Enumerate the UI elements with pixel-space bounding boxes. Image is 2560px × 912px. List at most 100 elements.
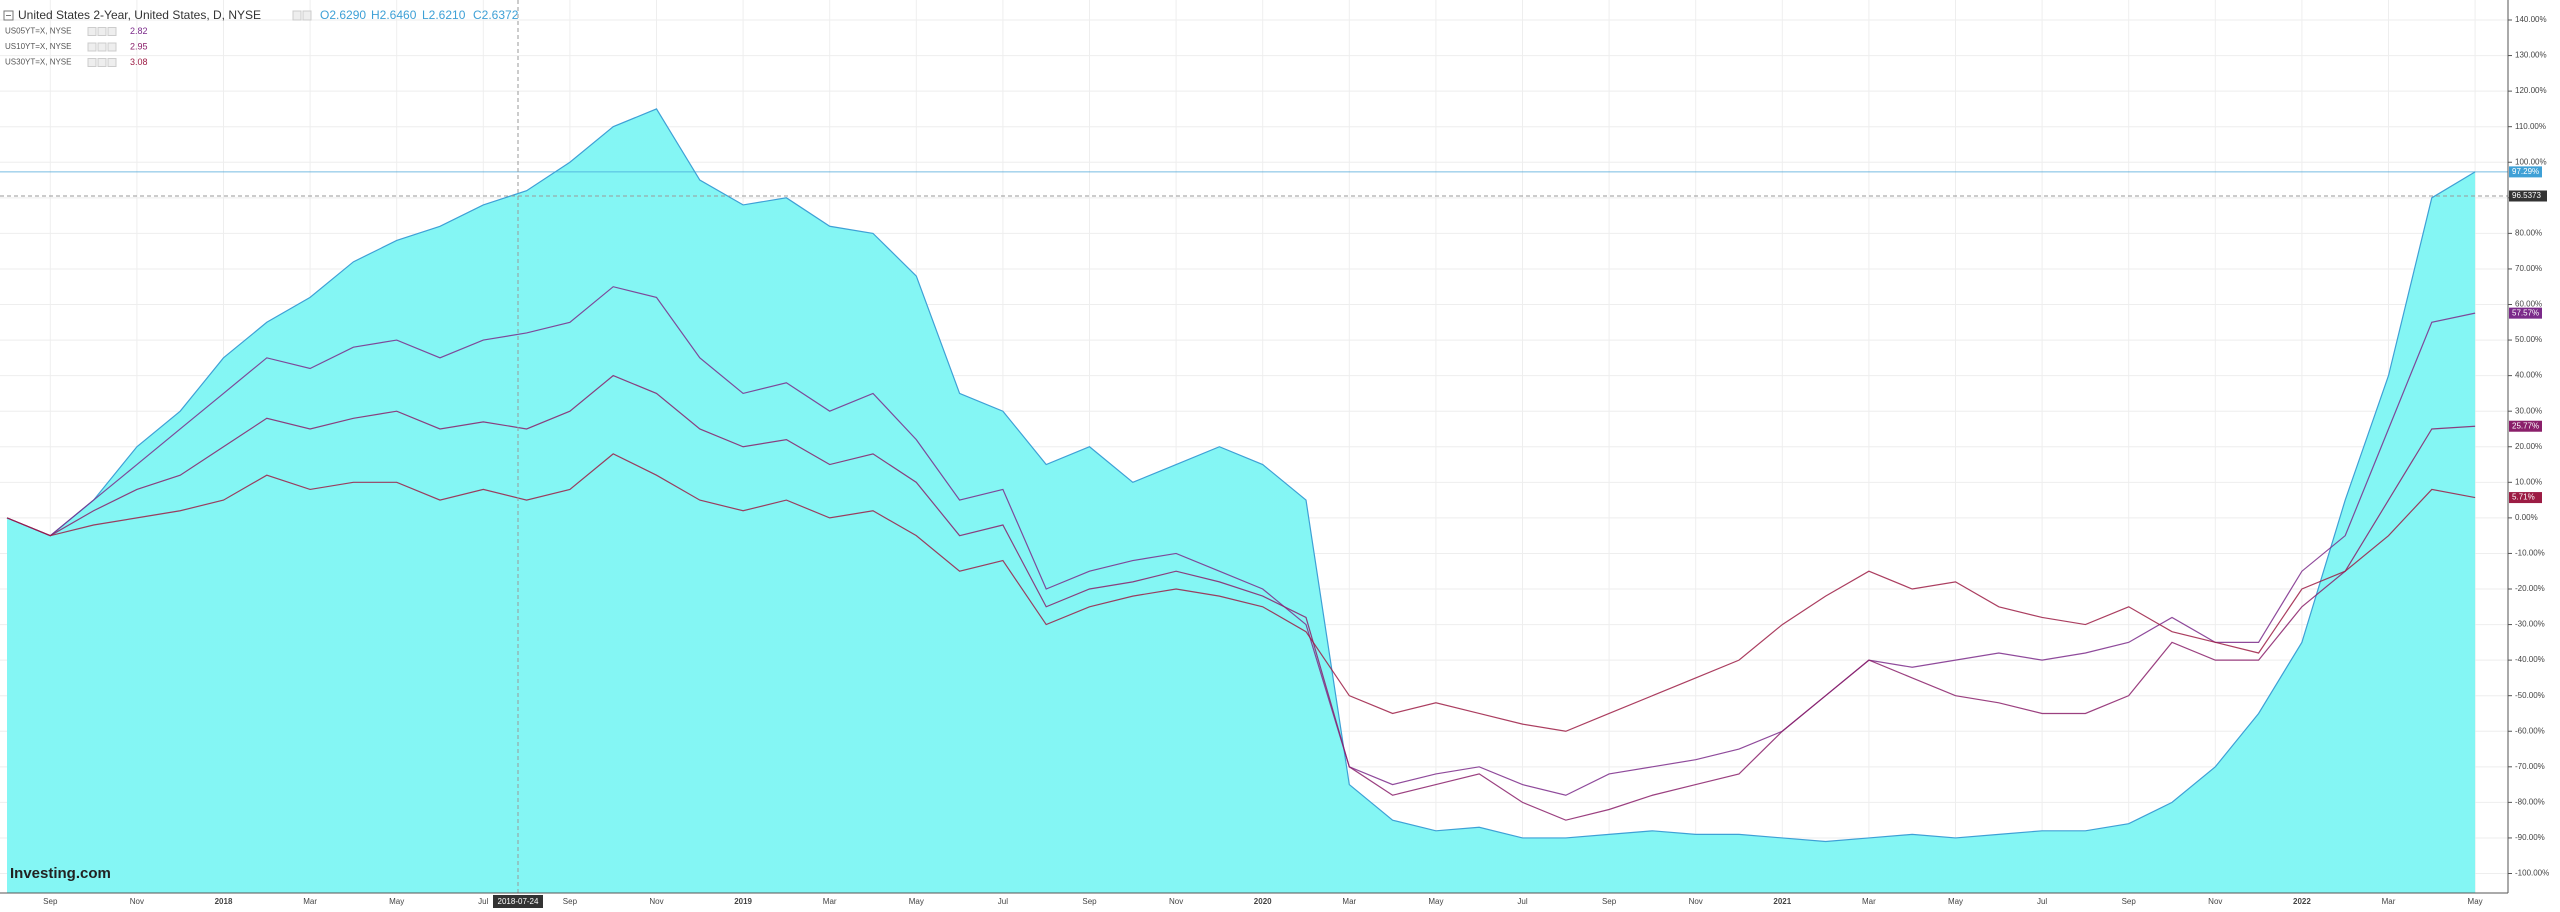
legend-button[interactable] (87, 27, 97, 36)
legend-series-value: 2.82 (130, 26, 148, 36)
legend-button[interactable] (97, 42, 107, 52)
y-tick-label: -100.00% (2515, 869, 2549, 878)
x-tick-label: Nov (649, 897, 663, 906)
y-tick-label: 80.00% (2515, 228, 2542, 237)
y-tick-label: -80.00% (2515, 797, 2545, 806)
last-value-label: 57.57% (2512, 308, 2539, 317)
x-tick-label: Sep (2122, 897, 2137, 906)
crosshair-x-tag (493, 895, 543, 908)
legend: United States 2-Year, United States, D, … (3, 8, 519, 67)
legend-button[interactable] (292, 10, 302, 21)
x-tick-label: 2019 (734, 897, 752, 906)
legend-ohlc: L2.6210 (422, 8, 466, 22)
x-tick-label: 2020 (1254, 897, 1272, 906)
last-value-label: 25.77% (2512, 421, 2539, 430)
legend-button[interactable] (107, 27, 117, 36)
y-tick-label: -70.00% (2515, 762, 2545, 771)
x-tick-label: Mar (823, 897, 837, 906)
x-tick-label: 2022 (2293, 897, 2311, 906)
legend-series-name: US30YT=X, NYSE (5, 58, 71, 67)
last-value-tag (2509, 420, 2542, 432)
y-tick-label: 70.00% (2515, 264, 2542, 273)
x-tick-label: May (389, 897, 404, 906)
x-tick-label: Sep (43, 897, 58, 906)
plot (0, 0, 2508, 893)
x-tick-label: Mar (1342, 897, 1356, 906)
last-value-label: 5.71% (2512, 493, 2535, 502)
y-tick-label: 140.00% (2515, 15, 2547, 24)
series-line (6, 286, 2476, 796)
last-value-label: 97.29% (2512, 167, 2539, 176)
legend-series-value: 2.95 (130, 41, 148, 51)
legend-button[interactable] (87, 58, 97, 67)
x-tick-label: May (1948, 897, 1963, 906)
legend-button[interactable] (107, 42, 117, 52)
x-tick-label: May (1428, 897, 1443, 906)
y-tick-label: -40.00% (2515, 655, 2545, 664)
axes: 140.00%130.00%120.00%110.00%100.00%90.00… (43, 15, 2549, 908)
y-tick-label: -30.00% (2515, 620, 2545, 629)
x-tick-label: Sep (1082, 897, 1097, 906)
time-axis-bg (0, 893, 2508, 912)
series-line (6, 453, 2476, 732)
legend-button[interactable] (107, 58, 117, 67)
legend-ohlc: H2.6460 (371, 8, 417, 22)
crosshair-y-label: 96.5373 (2512, 191, 2541, 200)
y-tick-label: 100.00% (2515, 157, 2547, 166)
x-tick-label: Jul (998, 897, 1008, 906)
legend-button[interactable] (97, 58, 107, 67)
legend-ohlc: O2.6290 (320, 8, 366, 22)
y-tick-label: 110.00% (2515, 122, 2546, 131)
x-tick-label: Mar (303, 897, 317, 906)
watermark: Investing.com (10, 865, 111, 882)
legend-button[interactable] (97, 27, 107, 36)
x-tick-label: Sep (563, 897, 578, 906)
y-tick-label: 30.00% (2515, 406, 2542, 415)
legend-ohlc: C2.6372 (473, 8, 519, 22)
x-tick-label: 2021 (1773, 897, 1791, 906)
y-tick-label: 20.00% (2515, 442, 2542, 451)
legend-series-name: US10YT=X, NYSE (5, 42, 71, 51)
crosshair-y-tag (2509, 190, 2547, 202)
x-tick-label: Mar (2382, 897, 2396, 906)
crosshair-x-label: 2018-07-24 (498, 897, 539, 906)
legend-button[interactable] (87, 42, 97, 52)
price-axis-bg (2508, 0, 2560, 912)
x-tick-label: Nov (1169, 897, 1183, 906)
area-fill (7, 108, 2476, 893)
y-tick-label: -90.00% (2515, 833, 2545, 842)
x-tick-label: Nov (1689, 897, 1703, 906)
y-tick-label: 0.00% (2515, 513, 2538, 522)
x-tick-label: Jul (478, 897, 488, 906)
x-tick-label: Sep (1602, 897, 1617, 906)
x-tick-label: May (909, 897, 924, 906)
x-tick-label: Nov (130, 897, 144, 906)
y-tick-label: 130.00% (2515, 51, 2547, 60)
legend-series-value: 3.08 (130, 57, 148, 67)
last-value-tag (2509, 492, 2542, 504)
y-tick-label: -60.00% (2515, 726, 2545, 735)
collapse-button[interactable] (3, 10, 14, 21)
x-tick-label: Jul (1517, 897, 1527, 906)
x-tick-label: Nov (2208, 897, 2222, 906)
y-tick-label: 10.00% (2515, 477, 2542, 486)
legend-series-name: US05YT=X, NYSE (5, 27, 71, 36)
y-tick-label: 40.00% (2515, 371, 2542, 380)
last-value-tag (2509, 307, 2542, 319)
x-tick-label: 2018 (215, 897, 233, 906)
area-line (6, 108, 2476, 843)
y-tick-label: -50.00% (2515, 691, 2545, 700)
last-value-tag (2509, 166, 2542, 178)
x-tick-label: Mar (1862, 897, 1876, 906)
legend-main-name: United States 2-Year, United States, D, … (18, 8, 261, 22)
y-tick-label: -10.00% (2515, 549, 2545, 558)
x-tick-label: Jul (2037, 897, 2047, 906)
x-tick-label: May (2468, 897, 2483, 906)
y-tick-label: -20.00% (2515, 584, 2545, 593)
legend-button[interactable] (302, 10, 312, 21)
series-line (6, 374, 2476, 821)
y-tick-label: 120.00% (2515, 86, 2547, 95)
y-tick-label: 50.00% (2515, 335, 2542, 344)
